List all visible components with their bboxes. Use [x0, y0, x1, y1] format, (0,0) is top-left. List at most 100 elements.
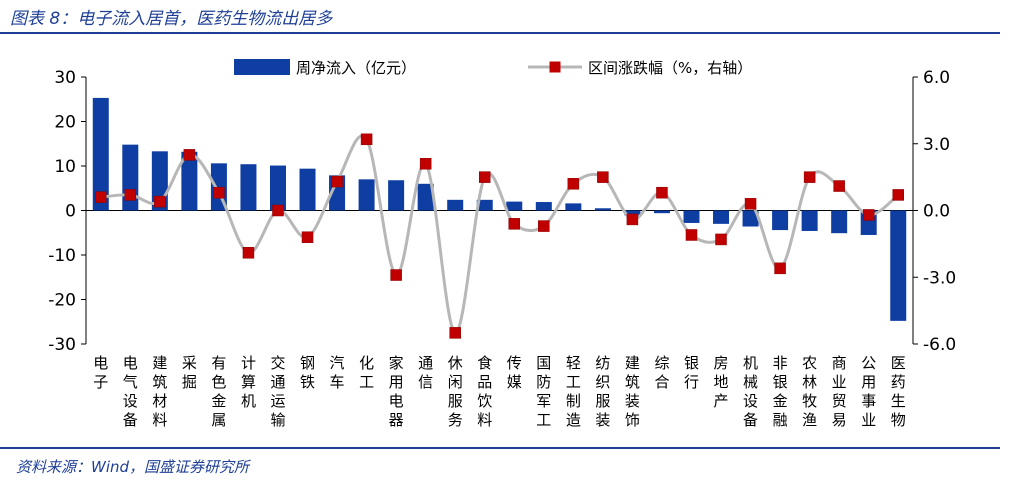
category-label: 银	[773, 373, 788, 391]
category-label: 筑	[152, 373, 167, 391]
category-label: 贸	[832, 392, 847, 410]
line-marker	[242, 247, 255, 259]
line-marker	[124, 189, 137, 201]
line-marker	[95, 191, 107, 203]
right-tick-label: 3.0	[923, 135, 950, 155]
category-label: 服	[448, 392, 463, 410]
line-marker	[449, 327, 461, 339]
bar	[890, 210, 907, 321]
category-label: 车	[330, 373, 345, 391]
category-label: 国	[536, 354, 551, 372]
line-marker	[478, 171, 491, 183]
category-label: 非	[773, 354, 788, 372]
line-marker	[301, 231, 314, 243]
bar	[447, 199, 464, 211]
line-marker	[744, 198, 757, 210]
category-label: 事	[861, 392, 876, 410]
bar	[565, 203, 582, 211]
line-marker	[183, 149, 196, 161]
category-label: 牧	[802, 392, 817, 410]
category-label: 算	[241, 373, 256, 391]
category-label: 防	[536, 373, 551, 391]
category-label: 材	[152, 392, 167, 410]
left-tick-label: 0	[65, 202, 76, 222]
category-label: 工	[566, 373, 581, 391]
bar	[181, 151, 198, 211]
category-label: 设	[743, 392, 758, 410]
line-marker	[685, 229, 698, 241]
right-tick-label: 6.0	[923, 68, 950, 88]
bar	[299, 168, 316, 211]
category-label: 通	[418, 354, 433, 372]
bar	[831, 210, 848, 234]
category-label: 织	[595, 373, 610, 391]
bar	[624, 210, 641, 216]
category-label: 筑	[625, 373, 640, 391]
category-label: 轻	[566, 354, 581, 372]
bar	[535, 202, 552, 211]
left-tick-label: -10	[48, 246, 76, 266]
category-label: 运	[270, 392, 285, 410]
category-label: 媒	[507, 373, 522, 391]
top-rule	[0, 32, 1000, 34]
category-label: 械	[743, 373, 758, 391]
legend-line-label: 区间涨跌幅（%，右轴）	[588, 59, 752, 77]
line-marker	[862, 209, 875, 221]
category-label: 化	[359, 354, 374, 372]
category-label: 银	[684, 354, 699, 372]
category-label: 工	[359, 373, 374, 391]
category-label: 用	[389, 373, 404, 391]
category-label: 交	[270, 354, 285, 372]
category-label: 饮	[477, 392, 492, 410]
line-marker	[833, 180, 845, 192]
left-tick-label: 30	[54, 68, 76, 88]
category-label: 商	[832, 354, 847, 372]
legend-bar-swatch	[234, 59, 290, 75]
bar	[476, 199, 493, 211]
category-label: 综	[654, 354, 669, 372]
category-label: 工	[536, 411, 551, 429]
category-label: 通	[270, 373, 285, 391]
bar	[269, 165, 286, 211]
line-marker	[567, 178, 580, 190]
line-marker	[213, 186, 225, 199]
left-tick-label: -20	[48, 291, 76, 311]
line-marker	[390, 269, 402, 281]
legend-marker-swatch	[549, 61, 561, 73]
category-label: 金	[773, 392, 788, 410]
category-label: 合	[654, 373, 669, 391]
line-marker	[419, 158, 432, 170]
category-label: 产	[714, 392, 729, 410]
category-label: 铁	[300, 373, 315, 391]
line-marker	[803, 171, 816, 183]
category-label: 备	[123, 411, 138, 429]
category-label: 药	[891, 373, 906, 391]
category-label: 信	[418, 373, 433, 391]
bar	[92, 97, 109, 211]
category-label: 生	[891, 392, 906, 410]
category-label: 建	[152, 354, 167, 372]
category-label: 制	[566, 392, 581, 410]
category-label: 食	[477, 354, 492, 372]
category-label: 色	[211, 373, 226, 391]
category-label: 业	[832, 373, 847, 391]
category-label: 家	[389, 354, 404, 372]
legend-bar-label: 周净流入（亿元）	[296, 59, 416, 77]
category-label: 采	[182, 354, 197, 372]
category-label: 建	[625, 354, 640, 372]
category-label: 器	[389, 411, 404, 429]
category-label: 汽	[330, 354, 345, 372]
category-label: 钢	[300, 354, 315, 372]
category-label: 地	[714, 373, 729, 391]
line-marker	[892, 189, 904, 201]
right-tick-label: 0.0	[923, 202, 950, 222]
line-marker	[538, 220, 550, 232]
category-label: 机	[241, 392, 256, 410]
bar	[388, 180, 405, 211]
right-tick-label: -3.0	[923, 268, 956, 288]
category-label: 料	[152, 411, 167, 429]
category-label: 物	[891, 411, 906, 429]
bar	[683, 210, 700, 223]
source-note: 资料来源：Wind，国盛证券研究所	[16, 458, 250, 476]
